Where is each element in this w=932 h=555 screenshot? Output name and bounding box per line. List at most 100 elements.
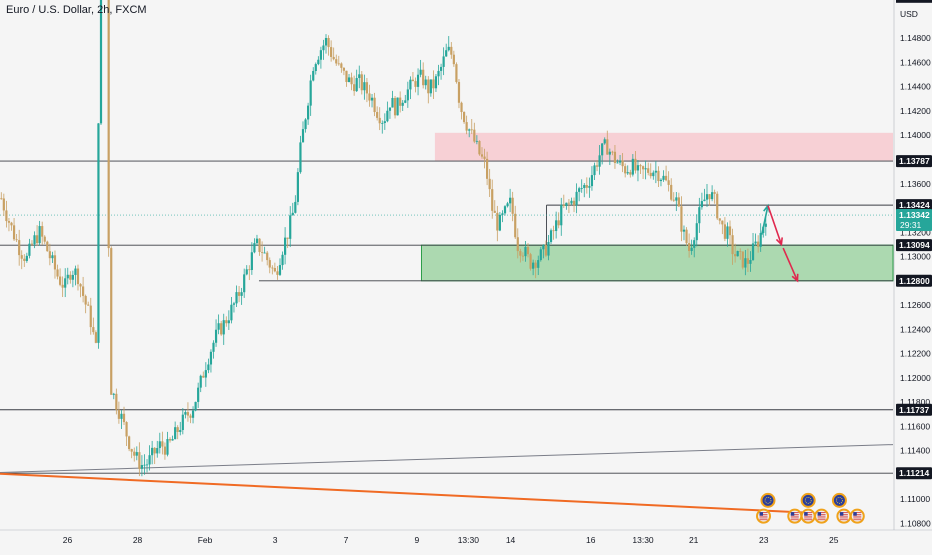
candle-body <box>64 278 67 288</box>
candle-body <box>608 151 611 155</box>
candle-body <box>677 197 680 207</box>
candle-body <box>153 447 156 454</box>
eu-event-icon[interactable] <box>800 492 816 508</box>
eu-event-icon[interactable] <box>831 492 847 508</box>
price-tick-label: 1.14200 <box>900 106 931 116</box>
candle-body <box>43 236 46 242</box>
candle-body <box>657 170 660 182</box>
trendline[interactable] <box>0 444 894 473</box>
candle-body <box>240 292 243 296</box>
candle-body <box>260 252 264 253</box>
price-tick-label: 1.14600 <box>900 57 931 67</box>
candle-body <box>235 292 238 304</box>
candle-body <box>462 112 466 123</box>
projection-arrow[interactable] <box>782 247 799 282</box>
candle-body <box>532 262 535 269</box>
eu-event-icon[interactable] <box>760 492 776 508</box>
candle-body <box>202 375 205 378</box>
candle-body <box>179 430 182 432</box>
candle-body <box>734 254 737 257</box>
candle-body <box>539 249 542 261</box>
time-tick-label: 25 <box>829 535 839 545</box>
candle-body <box>294 201 297 213</box>
price-tick-label: 1.11800 <box>900 397 930 407</box>
candle-body <box>427 79 430 94</box>
candle-body <box>705 194 709 200</box>
candle-body <box>342 67 346 71</box>
price-axis[interactable] <box>894 0 932 530</box>
candle-body <box>360 74 363 91</box>
candle-body <box>728 226 732 236</box>
candle-body <box>84 295 87 305</box>
candle-body <box>209 351 213 365</box>
candle-body <box>197 387 200 402</box>
candle-body <box>652 172 655 177</box>
candle-body <box>687 243 691 252</box>
candle-body <box>89 305 92 328</box>
candle-body <box>611 151 614 153</box>
candle-body <box>595 165 599 167</box>
candle-body <box>486 158 489 179</box>
projection-arrow[interactable] <box>767 205 783 245</box>
candle-body <box>685 229 688 244</box>
price-label-bg <box>896 403 932 416</box>
candle-body <box>140 465 144 469</box>
candle-body <box>381 123 384 124</box>
candle-body <box>450 46 453 55</box>
price-label-bg <box>896 274 932 287</box>
candle-body <box>521 255 524 257</box>
candle-body <box>48 251 51 259</box>
support-zone[interactable] <box>421 245 893 281</box>
candle-body <box>455 64 458 83</box>
candle-body <box>332 56 335 60</box>
candle-body <box>422 69 425 86</box>
candle-body <box>301 129 305 143</box>
candle-body <box>409 79 412 90</box>
candle-body <box>406 89 409 101</box>
price-level-label: 1.13787 <box>899 156 930 166</box>
candle-body <box>158 441 161 449</box>
candle-body <box>299 142 302 173</box>
candle-body <box>445 50 448 57</box>
candle-body <box>358 74 361 79</box>
candle-body <box>199 375 202 388</box>
time-tick-label: 3 <box>273 535 278 545</box>
price-label-bg <box>896 467 932 480</box>
price-tick-label: 1.13000 <box>900 252 931 262</box>
candle-body <box>2 198 5 211</box>
flag-canton <box>817 512 822 516</box>
candle-body <box>616 162 619 164</box>
candle-body <box>716 193 719 219</box>
trendline[interactable] <box>0 472 804 514</box>
candle-body <box>163 446 167 455</box>
price-tick-label: 1.13200 <box>900 227 931 237</box>
candle-body <box>708 194 711 200</box>
candle-body <box>245 269 248 275</box>
price-label-bg <box>896 0 932 3</box>
candle-body <box>10 222 13 226</box>
time-tick-label: 9 <box>415 535 420 545</box>
candle-body <box>624 166 627 174</box>
candle-body <box>555 220 558 231</box>
projection-arrow[interactable] <box>760 205 769 235</box>
candle-body <box>649 172 652 177</box>
candle-body <box>493 210 496 213</box>
candle-body <box>263 252 266 254</box>
resistance-zone[interactable] <box>434 132 893 161</box>
candle-body <box>130 449 133 452</box>
candle-body <box>598 155 601 167</box>
price-label-bg <box>896 155 932 168</box>
currency-label[interactable]: USD <box>900 9 918 19</box>
candle-body <box>53 255 57 270</box>
candle-body <box>698 207 701 224</box>
candle-body <box>629 172 632 175</box>
candle-body <box>347 77 351 83</box>
candle-body <box>672 199 675 201</box>
candle-body <box>232 303 236 305</box>
candle-body <box>593 165 596 176</box>
candle-body <box>227 320 230 324</box>
candle-body <box>452 54 455 65</box>
candle-body <box>442 56 445 67</box>
